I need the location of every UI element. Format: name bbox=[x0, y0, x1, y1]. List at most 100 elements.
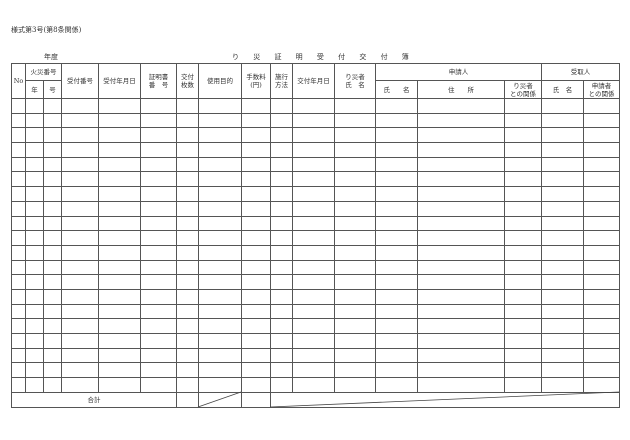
table-cell[interactable] bbox=[176, 171, 199, 188]
table-cell[interactable] bbox=[241, 333, 271, 349]
table-cell[interactable] bbox=[25, 274, 44, 290]
table-cell[interactable] bbox=[11, 127, 26, 144]
table-cell[interactable] bbox=[241, 112, 271, 129]
table-cell[interactable] bbox=[61, 244, 99, 261]
table-cell[interactable] bbox=[292, 318, 335, 334]
table-cell[interactable] bbox=[541, 142, 585, 158]
table-cell[interactable] bbox=[198, 244, 242, 261]
table-cell[interactable] bbox=[583, 303, 621, 320]
table-cell[interactable] bbox=[241, 215, 271, 232]
table-cell[interactable] bbox=[198, 98, 242, 114]
table-cell[interactable] bbox=[375, 142, 418, 158]
table-cell[interactable] bbox=[503, 347, 543, 364]
table-cell[interactable] bbox=[541, 303, 585, 320]
table-cell[interactable] bbox=[43, 244, 62, 261]
table-cell[interactable] bbox=[98, 259, 141, 276]
table-cell[interactable] bbox=[25, 288, 44, 305]
table-cell[interactable] bbox=[375, 171, 418, 188]
table-cell[interactable] bbox=[11, 112, 26, 129]
table-cell[interactable] bbox=[61, 377, 99, 393]
table-cell[interactable] bbox=[198, 112, 242, 129]
table-cell[interactable] bbox=[270, 333, 293, 349]
table-cell[interactable] bbox=[292, 259, 335, 276]
table-cell[interactable] bbox=[270, 288, 293, 305]
table-cell[interactable] bbox=[270, 200, 293, 217]
table-cell[interactable] bbox=[43, 186, 62, 202]
table-cell[interactable] bbox=[25, 230, 44, 246]
table-cell[interactable] bbox=[375, 333, 418, 349]
table-cell[interactable] bbox=[241, 259, 271, 276]
table-cell[interactable] bbox=[11, 259, 26, 276]
table-cell[interactable] bbox=[292, 171, 335, 188]
table-cell[interactable] bbox=[334, 171, 376, 188]
table-cell[interactable] bbox=[375, 318, 418, 334]
table-cell[interactable] bbox=[43, 142, 62, 158]
table-cell[interactable] bbox=[198, 200, 242, 217]
table-cell[interactable] bbox=[198, 347, 242, 364]
table-cell[interactable] bbox=[98, 303, 141, 320]
table-cell[interactable] bbox=[140, 303, 177, 320]
table-cell[interactable] bbox=[541, 362, 585, 379]
table-cell[interactable] bbox=[292, 215, 335, 232]
table-cell[interactable] bbox=[541, 274, 585, 290]
table-cell[interactable] bbox=[140, 333, 177, 349]
table-cell[interactable] bbox=[61, 362, 99, 379]
table-cell[interactable] bbox=[98, 200, 141, 217]
table-cell[interactable] bbox=[11, 333, 26, 349]
table-cell[interactable] bbox=[11, 288, 26, 305]
table-cell[interactable] bbox=[43, 200, 62, 217]
table-cell[interactable] bbox=[176, 244, 199, 261]
table-cell[interactable] bbox=[25, 362, 44, 379]
table-cell[interactable] bbox=[43, 333, 62, 349]
table-cell[interactable] bbox=[270, 259, 293, 276]
table-cell[interactable] bbox=[417, 362, 505, 379]
table-cell[interactable] bbox=[292, 362, 335, 379]
table-cell[interactable] bbox=[61, 200, 99, 217]
table-cell[interactable] bbox=[417, 244, 505, 261]
table-cell[interactable] bbox=[541, 377, 585, 393]
table-cell[interactable] bbox=[583, 274, 621, 290]
table-cell[interactable] bbox=[417, 200, 505, 217]
table-cell[interactable] bbox=[503, 186, 543, 202]
table-cell[interactable] bbox=[417, 318, 505, 334]
table-cell[interactable] bbox=[417, 127, 505, 144]
table-cell[interactable] bbox=[61, 230, 99, 246]
table-cell[interactable] bbox=[270, 230, 293, 246]
table-cell[interactable] bbox=[375, 244, 418, 261]
table-cell[interactable] bbox=[583, 156, 621, 173]
table-cell[interactable] bbox=[241, 303, 271, 320]
table-cell[interactable] bbox=[25, 244, 44, 261]
table-cell[interactable] bbox=[334, 274, 376, 290]
table-cell[interactable] bbox=[198, 362, 242, 379]
table-cell[interactable] bbox=[176, 215, 199, 232]
table-cell[interactable] bbox=[43, 215, 62, 232]
table-cell[interactable] bbox=[541, 215, 585, 232]
table-cell[interactable] bbox=[176, 288, 199, 305]
table-cell[interactable] bbox=[98, 186, 141, 202]
table-cell[interactable] bbox=[43, 156, 62, 173]
table-cell[interactable] bbox=[241, 288, 271, 305]
table-cell[interactable] bbox=[176, 318, 199, 334]
table-cell[interactable] bbox=[61, 259, 99, 276]
table-cell[interactable] bbox=[417, 215, 505, 232]
table-cell[interactable] bbox=[61, 347, 99, 364]
table-cell[interactable] bbox=[43, 303, 62, 320]
table-cell[interactable] bbox=[292, 244, 335, 261]
table-cell[interactable] bbox=[25, 200, 44, 217]
table-cell[interactable] bbox=[270, 274, 293, 290]
table-cell[interactable] bbox=[417, 274, 505, 290]
table-cell[interactable] bbox=[140, 377, 177, 393]
table-cell[interactable] bbox=[417, 303, 505, 320]
table-cell[interactable] bbox=[25, 303, 44, 320]
table-cell[interactable] bbox=[25, 259, 44, 276]
table-cell[interactable] bbox=[583, 142, 621, 158]
table-cell[interactable] bbox=[292, 98, 335, 114]
table-cell[interactable] bbox=[417, 288, 505, 305]
table-cell[interactable] bbox=[241, 230, 271, 246]
table-cell[interactable] bbox=[61, 171, 99, 188]
table-cell[interactable] bbox=[375, 274, 418, 290]
table-cell[interactable] bbox=[375, 186, 418, 202]
table-cell[interactable] bbox=[140, 362, 177, 379]
table-cell[interactable] bbox=[375, 303, 418, 320]
table-cell[interactable] bbox=[541, 171, 585, 188]
